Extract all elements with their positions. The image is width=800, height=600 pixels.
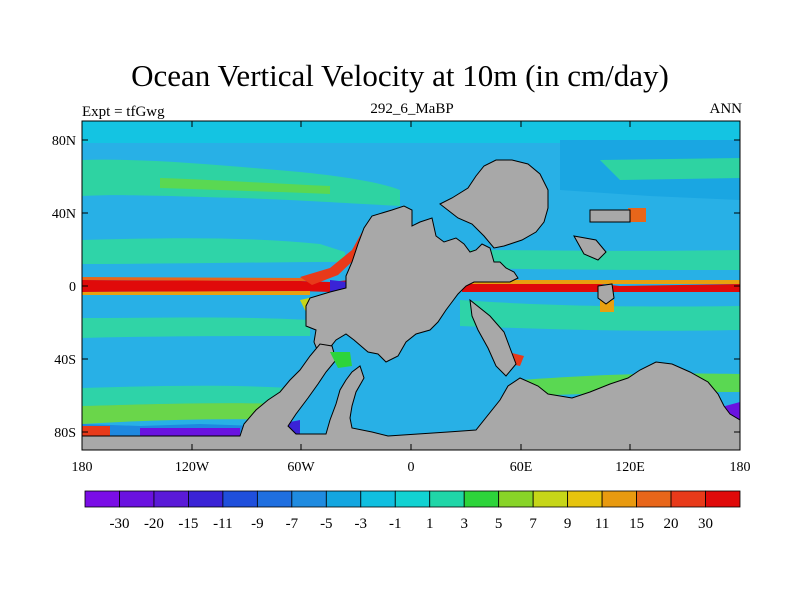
land-ocean-gap [330, 352, 352, 368]
colorbar-swatch [532, 490, 569, 508]
colorbar-swatch [119, 490, 155, 508]
season-label: ANN [709, 101, 743, 117]
x-tick-label: 120E [615, 460, 645, 475]
plot-title: Ocean Vertical Velocity at 10m (in cm/da… [131, 58, 669, 93]
y-tick-label: 40N [52, 207, 76, 222]
colorbar-label: 11 [595, 516, 609, 532]
colorbar-swatch [429, 490, 465, 508]
y-tick-label: 80S [54, 426, 76, 441]
colorbar-label: -1 [389, 516, 402, 532]
colorbar-label: -20 [144, 516, 164, 532]
land-asia-fragment-2 [573, 235, 607, 261]
ocean-field [82, 121, 740, 450]
colorbar-swatch [463, 490, 500, 508]
colorbar-swatch [601, 490, 637, 508]
y-tick-label: 0 [69, 280, 76, 295]
land-supercontinent [305, 205, 519, 363]
land-fragment-africa-south [469, 298, 517, 377]
maritime-upwelling [600, 300, 614, 312]
experiment-label: Expt = tfGwg [82, 104, 165, 120]
colorbar-label: 9 [564, 516, 572, 532]
x-tick-label: 120W [175, 460, 210, 475]
east-tropical-band-south [460, 300, 740, 331]
x-axis: 180 120W 60W 0 60E 120E 180 [72, 121, 751, 475]
colorbar-swatch [498, 490, 534, 508]
north-tropical-band [82, 238, 345, 264]
land-asia-fragment [589, 209, 631, 223]
south-tropical-band [82, 317, 310, 338]
x-tick-label: 0 [408, 460, 415, 475]
colorbar-swatch [394, 490, 431, 508]
y-tick-label: 40S [54, 353, 76, 368]
colorbar-label: -5 [320, 516, 333, 532]
southwest-upwelling [82, 426, 110, 436]
x-tick-label: 60E [510, 460, 533, 475]
south-band-2 [82, 403, 290, 424]
colorbar-label: -30 [109, 516, 129, 532]
upwelling-edge-s [82, 291, 310, 295]
colorbar-swatch [705, 490, 741, 508]
colorbar-swatch [256, 490, 293, 508]
land-eurasia [439, 159, 549, 249]
land-antarctica [82, 343, 740, 450]
east-tropical-band-north [470, 250, 740, 270]
equatorial-upwelling-east-edge [462, 280, 740, 284]
colorbar-label: 15 [629, 516, 644, 532]
colorbar-swatch [84, 490, 120, 508]
age-label: 292_6_MaBP [370, 101, 454, 117]
colorbar-swatch [153, 490, 189, 508]
south-band-1 [82, 385, 290, 406]
y-axis: 80N 40N 0 40S 80S [52, 134, 740, 441]
colorbar: -30 -20 -15 -11 -9 -7 -5 -3 -1 1 3 5 7 9 11 15 20 30 [84, 490, 741, 532]
colorbar-label: -3 [355, 516, 368, 532]
colorbar-label: 30 [698, 516, 713, 532]
equatorial-upwelling-pacific [82, 280, 350, 292]
colorbar-swatch [188, 490, 224, 508]
colorbar-swatch [636, 490, 672, 508]
pacific-north-upwelling [628, 208, 646, 222]
colorbar-label: 3 [460, 516, 468, 532]
colorbar-swatch [360, 490, 396, 508]
colorbar-swatch [567, 490, 603, 508]
colorbar-label: -11 [213, 516, 232, 532]
high-lat-band [82, 121, 740, 143]
colorbar-label: -15 [178, 516, 198, 532]
southern-downwelling [140, 428, 240, 436]
y-tick-label: 80N [52, 134, 76, 149]
colorbar-label: 5 [495, 516, 503, 532]
north-green-streak [160, 178, 330, 194]
x-tick-label: 60W [287, 460, 315, 475]
colorbar-swatch [222, 490, 258, 508]
colorbar-swatch [670, 490, 706, 508]
x-tick-label: 180 [730, 460, 751, 475]
colorbar-label: 20 [664, 516, 679, 532]
land-island [597, 283, 615, 305]
colorbar-swatch [291, 490, 327, 508]
northeast-green-band [600, 158, 740, 180]
colorbar-label: 7 [529, 516, 537, 532]
colorbar-swatch [325, 490, 362, 508]
colorbar-label: -7 [286, 516, 299, 532]
colorbar-label: 1 [426, 516, 434, 532]
x-tick-label: 180 [72, 460, 93, 475]
colorbar-label: -9 [251, 516, 264, 532]
upwelling-edge-n [82, 277, 310, 281]
